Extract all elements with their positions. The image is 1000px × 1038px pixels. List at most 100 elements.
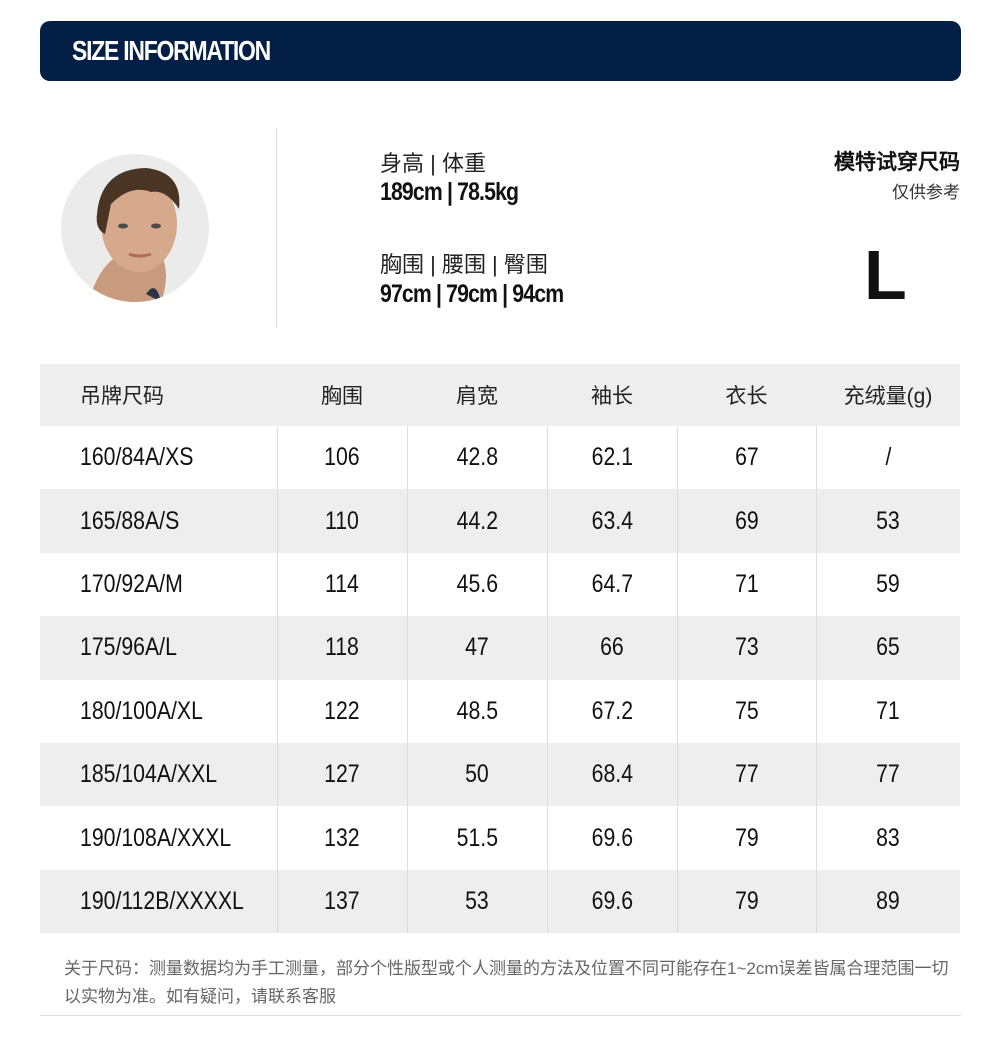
table-cell: 69.6 <box>546 869 677 934</box>
cell-value: 122 <box>324 696 360 725</box>
table-cell: 175/96A/L <box>40 616 277 680</box>
cell-value: 69.6 <box>591 823 633 852</box>
cell-value: 63.4 <box>591 506 633 535</box>
table-cell: 71 <box>815 679 960 743</box>
cell-value: 65 <box>876 633 901 662</box>
cell-value: 67.2 <box>591 696 633 725</box>
cell-value: 118 <box>325 633 359 662</box>
table-cell: 48.5 <box>406 679 547 743</box>
header-chest: 胸围 <box>277 364 407 426</box>
table-cell: 45.6 <box>406 552 547 617</box>
table-cell: 69.6 <box>546 806 677 870</box>
cell-value: 170/92A/M <box>80 569 183 598</box>
cell-value: 106 <box>324 443 360 472</box>
cell-value: 137 <box>324 886 360 915</box>
header-banner: SIZE INFORMATION <box>40 21 961 81</box>
table-cell: 185/104A/XXL <box>40 742 277 807</box>
cell-value: 160/84A/XS <box>80 443 194 472</box>
table-cell: 137 <box>276 869 407 934</box>
table-cell: 170/92A/M <box>40 553 277 616</box>
cell-value: 190/112B/XXXXL <box>80 886 244 915</box>
cell-value: 190/108A/XXXL <box>80 823 232 852</box>
cell-value: 51.5 <box>456 823 498 852</box>
table-cell: 79 <box>676 806 816 870</box>
table-row: 175/96A/L 118 47 66 73 65 <box>40 616 960 680</box>
cell-value: 83 <box>876 823 901 852</box>
table-cell: 66 <box>546 616 677 680</box>
measurements-label: 胸围 | 腰围 | 臀围 <box>380 252 548 277</box>
cell-value: 71 <box>876 696 901 725</box>
header-length: 衣长 <box>677 364 816 426</box>
cell-value: 42.8 <box>456 443 498 472</box>
cell-value: 69.6 <box>591 886 633 915</box>
cell-value: 71 <box>734 569 759 598</box>
table-cell: 165/88A/S <box>40 489 277 553</box>
table-row: 180/100A/XL 122 48.5 67.2 75 71 <box>40 679 960 743</box>
table-cell: 77 <box>815 742 960 807</box>
table-cell: 89 <box>815 869 960 934</box>
cell-value: 180/100A/XL <box>80 696 203 725</box>
cell-value: / <box>885 443 892 472</box>
header-down-fill: 充绒量(g) <box>816 364 960 426</box>
cell-value: 67 <box>734 443 759 472</box>
cell-value: 132 <box>324 823 360 852</box>
table-row: 160/84A/XS 106 42.8 62.1 67 / <box>40 426 960 490</box>
table-cell: 64.7 <box>546 552 677 617</box>
header-shoulder: 肩宽 <box>407 364 547 426</box>
cell-value: 50 <box>465 760 489 789</box>
bottom-divider <box>40 1015 961 1016</box>
table-cell: 122 <box>276 679 407 743</box>
table-row: 190/108A/XXXL 132 51.5 69.6 79 83 <box>40 806 960 870</box>
header-title: SIZE INFORMATION <box>72 35 271 66</box>
table-cell: 75 <box>676 679 816 743</box>
header-sleeve: 袖长 <box>547 364 677 426</box>
height-weight-value: 189cm | 78.5kg <box>380 178 519 206</box>
height-weight-label: 身高 | 体重 <box>380 151 486 176</box>
table-cell: 160/84A/XS <box>40 426 277 489</box>
cell-value: 79 <box>734 823 759 852</box>
table-cell: 180/100A/XL <box>40 680 277 743</box>
cell-value: 77 <box>876 760 901 789</box>
table-cell: 118 <box>276 616 407 680</box>
cell-value: 47 <box>465 633 489 662</box>
table-cell: 190/108A/XXXL <box>40 806 277 869</box>
table-cell: 53 <box>406 869 547 934</box>
table-cell: 50 <box>406 742 547 807</box>
header-tag-size: 吊牌尺码 <box>40 364 277 426</box>
table-cell: 51.5 <box>406 806 547 870</box>
cell-value: 66 <box>600 633 624 662</box>
cell-value: 53 <box>876 506 901 535</box>
cell-value: 89 <box>876 886 901 915</box>
table-cell: 83 <box>815 806 960 870</box>
table-cell: 79 <box>676 869 816 934</box>
model-fit-title: 模特试穿尺码 <box>834 151 960 174</box>
size-table: 吊牌尺码 胸围 肩宽 袖长 衣长 充绒量(g) 160/84A/XS 106 42.… <box>40 364 960 934</box>
cell-value: 185/104A/XXL <box>80 760 218 789</box>
table-cell: 53 <box>815 489 960 553</box>
table-cell: 67.2 <box>546 679 677 743</box>
cell-value: 114 <box>325 569 359 598</box>
cell-value: 165/88A/S <box>80 506 180 535</box>
cell-value: 175/96A/L <box>80 633 177 662</box>
table-cell: 42.8 <box>406 426 547 490</box>
table-cell: 114 <box>276 552 407 617</box>
table-cell: 110 <box>276 489 407 553</box>
table-row: 185/104A/XXL 127 50 68.4 77 77 <box>40 742 960 807</box>
table-cell: 71 <box>676 552 816 617</box>
model-avatar <box>61 154 209 302</box>
cell-value: 79 <box>734 886 759 915</box>
table-row: 170/92A/M 114 45.6 64.7 71 59 <box>40 552 960 617</box>
cell-value: 68.4 <box>591 760 633 789</box>
cell-value: 69 <box>734 506 759 535</box>
table-header-row: 吊牌尺码 胸围 肩宽 袖长 衣长 充绒量(g) <box>40 364 960 426</box>
table-cell: 77 <box>676 742 816 807</box>
cell-value: 45.6 <box>456 569 498 598</box>
table-row: 190/112B/XXXXL 137 53 69.6 79 89 <box>40 869 960 934</box>
cell-value: 62.1 <box>591 443 633 472</box>
table-cell: 65 <box>815 616 960 680</box>
cell-value: 53 <box>465 886 489 915</box>
table-row: 165/88A/S 110 44.2 63.4 69 53 <box>40 489 960 553</box>
size-note: 关于尺码：测量数据均为手工测量，部分个性版型或个人测量的方法及位置不同可能存在1… <box>64 959 949 1006</box>
table-cell: 47 <box>406 616 547 680</box>
cell-value: 64.7 <box>591 569 633 598</box>
